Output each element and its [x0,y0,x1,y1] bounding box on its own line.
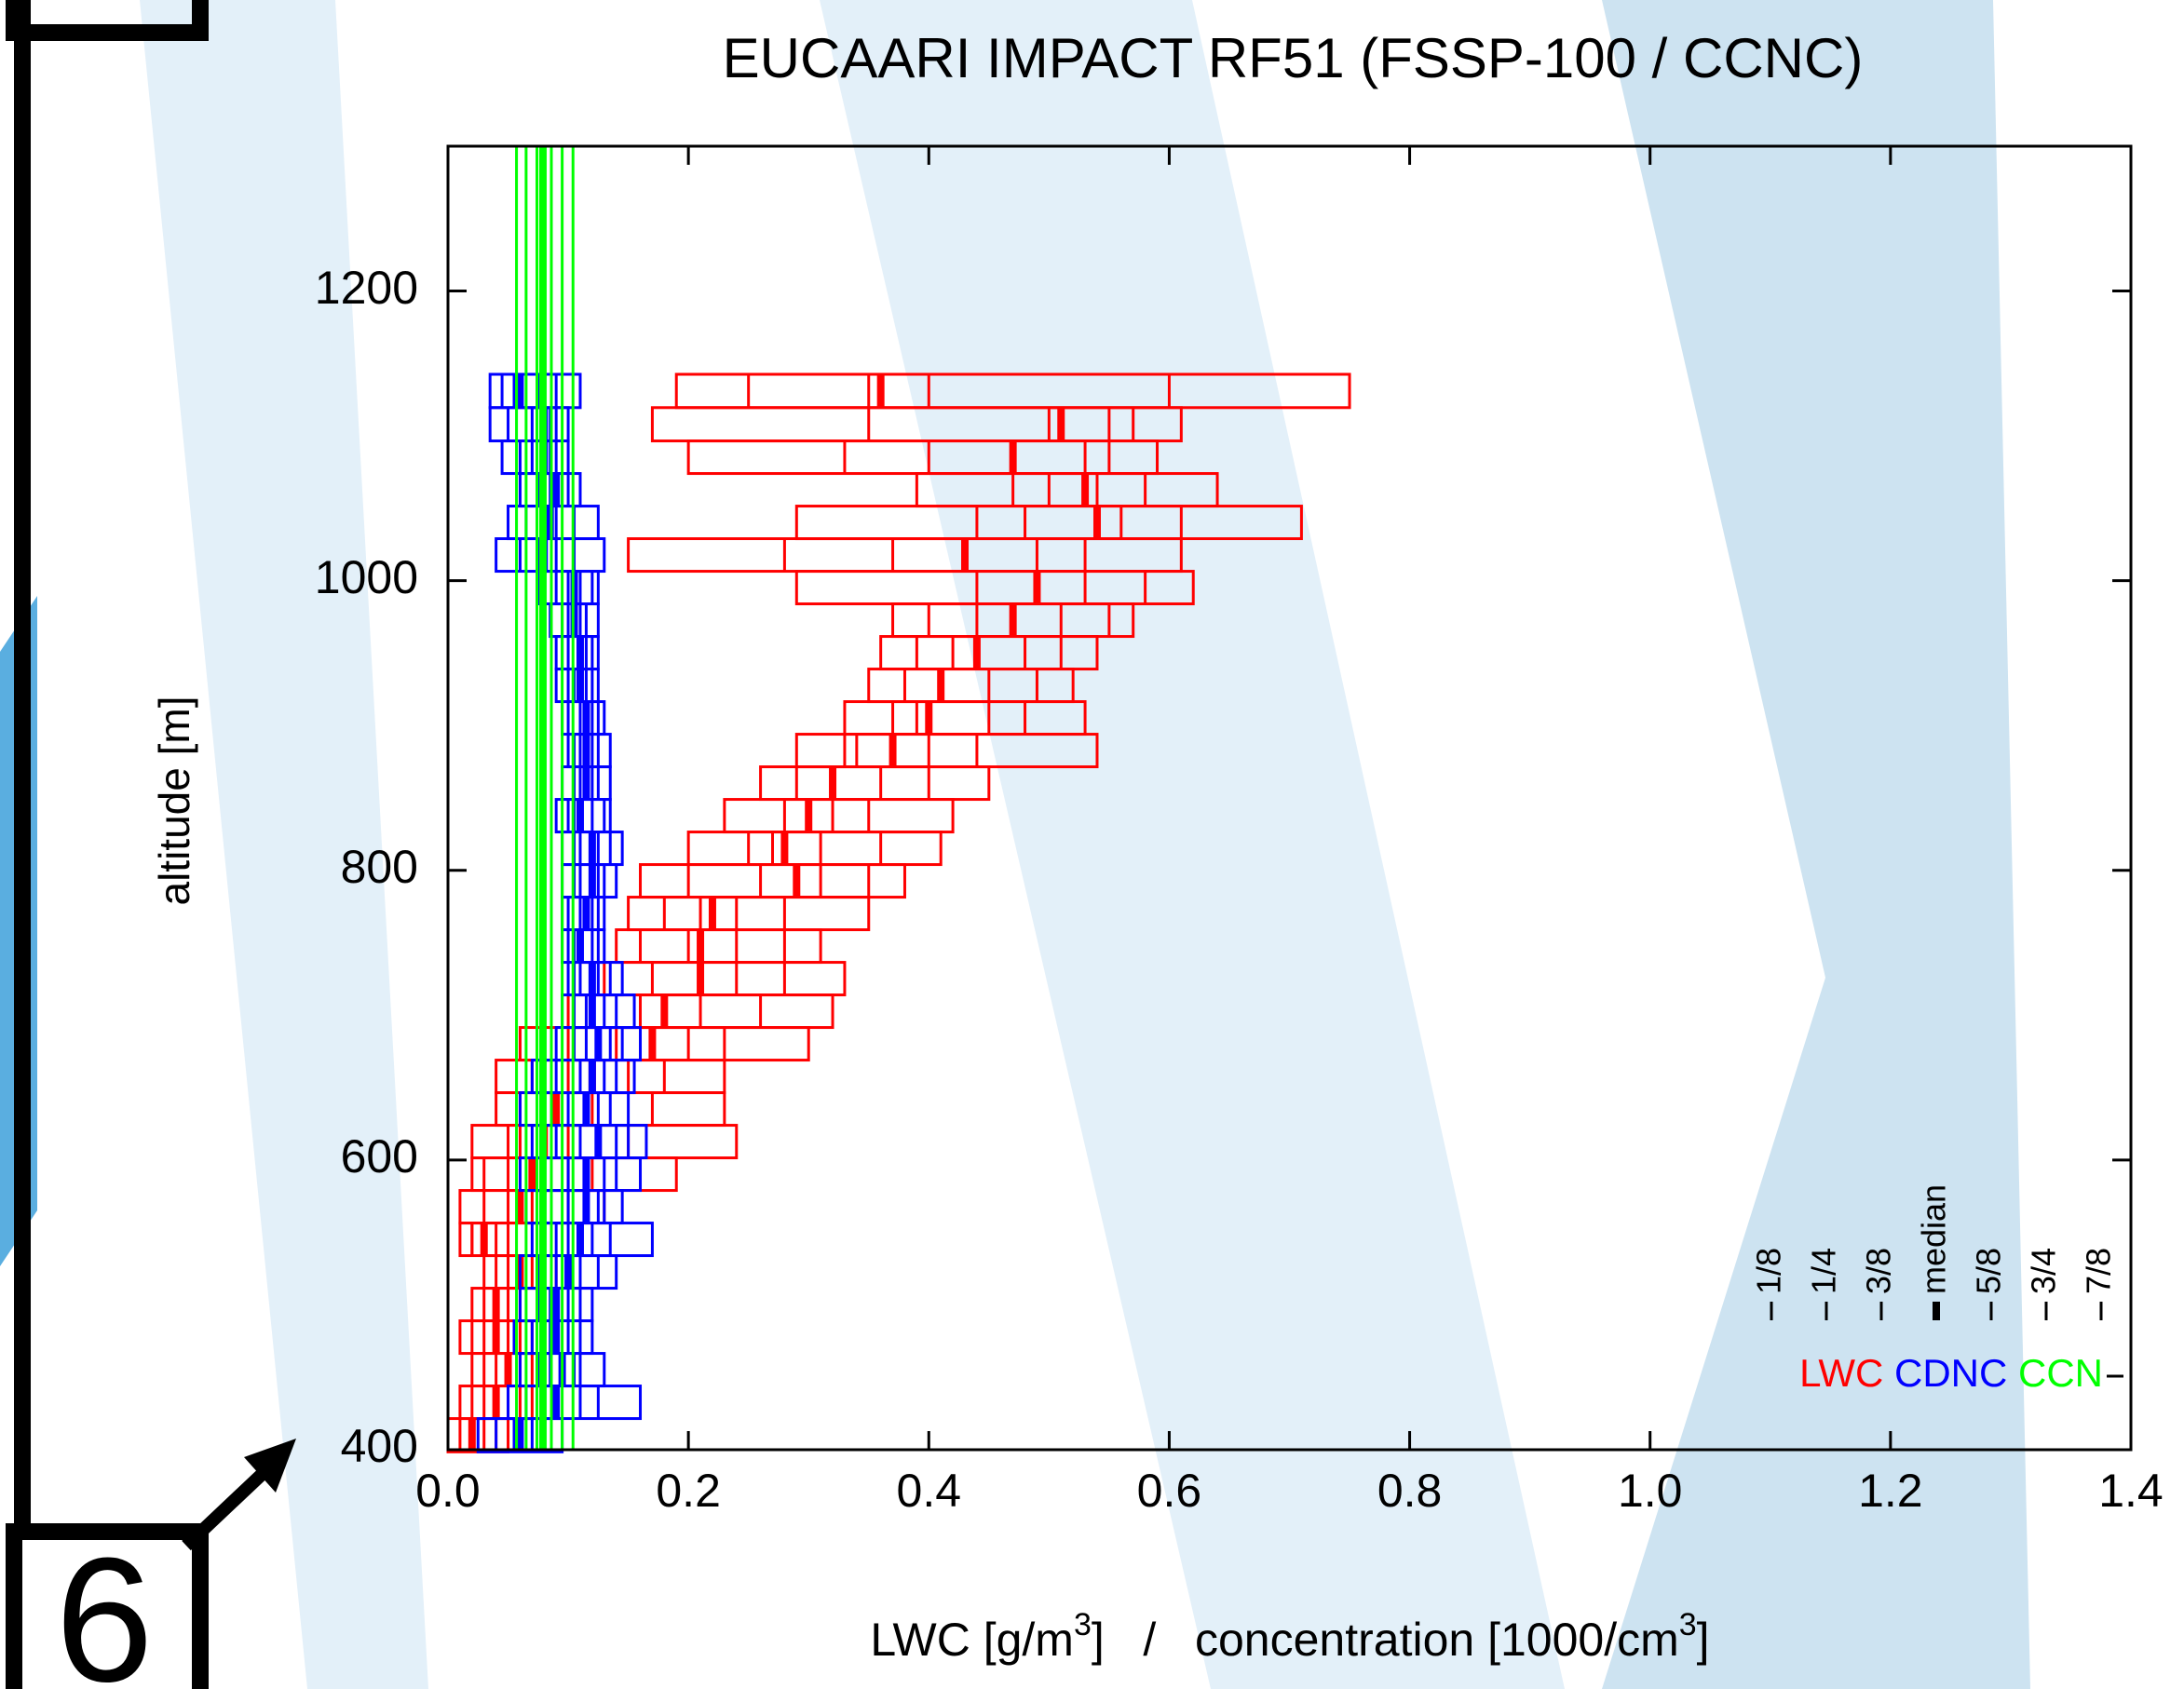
legend-entry: CCN [2018,1351,2103,1395]
legend-quantile-label: 3/4 [2025,1248,2063,1294]
box [488,372,582,410]
box [686,831,943,867]
plot-frame [446,144,2133,1452]
legend-quantile-label: 1/4 [1805,1248,1843,1294]
x-axis-label-part: ] [1697,1614,1710,1666]
legend-gap [1883,1351,1894,1395]
y-tick-label: 1000 [315,551,418,603]
legend-entry: LWC [1799,1351,1883,1395]
x-tick-label: 0.6 [1137,1465,1202,1517]
x-tick-label: 0.8 [1377,1465,1443,1517]
stripe [1602,0,2030,1689]
stripe [820,0,1565,1689]
arrow-head [244,1439,296,1493]
y-tick-label: 600 [341,1130,418,1182]
box [639,863,906,899]
box [470,1124,739,1160]
frame-decoration: 6 [6,0,296,1689]
legend: LWC CDNC CCN [1799,1351,2103,1395]
background-stripes [0,0,2030,1689]
legend-quantile-label: median [1915,1184,1953,1294]
y-tick-label: 1200 [315,262,418,314]
y-axis-label: altitude [m] [150,696,198,906]
chart-title: EUCAARI IMPACT RF51 (FSSP-100 / CCNC) [723,27,1864,89]
legend-quantile-label: 3/8 [1860,1248,1898,1294]
x-axis-label-part: ] / concentration [1000/cm [1092,1614,1679,1666]
x-tick-label: 1.4 [2098,1465,2164,1517]
legend-quantile-label: 7/8 [2080,1248,2118,1294]
x-axis-label: LWC [g/m3] / concentration [1000/cm3] [870,1607,1709,1666]
box [615,928,822,965]
arrow-shaft [182,1461,275,1551]
frame-box [6,1523,209,1689]
x-tick-label: 1.2 [1858,1465,1923,1517]
y-tick-label: 800 [341,841,418,893]
legend-quantile-label: 1/8 [1750,1248,1788,1294]
plot-area: 0.0 0.2 0.4 0.6 0.8 1.0 1.2 1.4 400 600 800 1000 120… [315,144,2164,1517]
box [500,439,570,476]
x-tick-label: 1.0 [1618,1465,1683,1517]
legend-gap [2007,1351,2018,1395]
box [530,1059,636,1095]
frame-number: 6 [55,1521,154,1689]
x-tick-label: 0.2 [656,1465,721,1517]
x-tick-label: 0.4 [897,1465,962,1517]
x-axis-label-part: 3 [1074,1607,1092,1642]
y-tick-label: 400 [341,1420,418,1472]
legend-quantile-label: 5/8 [1970,1248,2008,1294]
x-axis-label-part: 3 [1679,1607,1697,1642]
box [723,798,955,834]
box [495,1059,726,1095]
box [759,765,991,802]
legend-entry: CDNC [1894,1351,2007,1395]
stripe [140,0,428,1689]
box [578,961,847,997]
x-tick-label: 0.0 [415,1465,481,1517]
x-axis-label-part: LWC [g/m [870,1614,1074,1666]
